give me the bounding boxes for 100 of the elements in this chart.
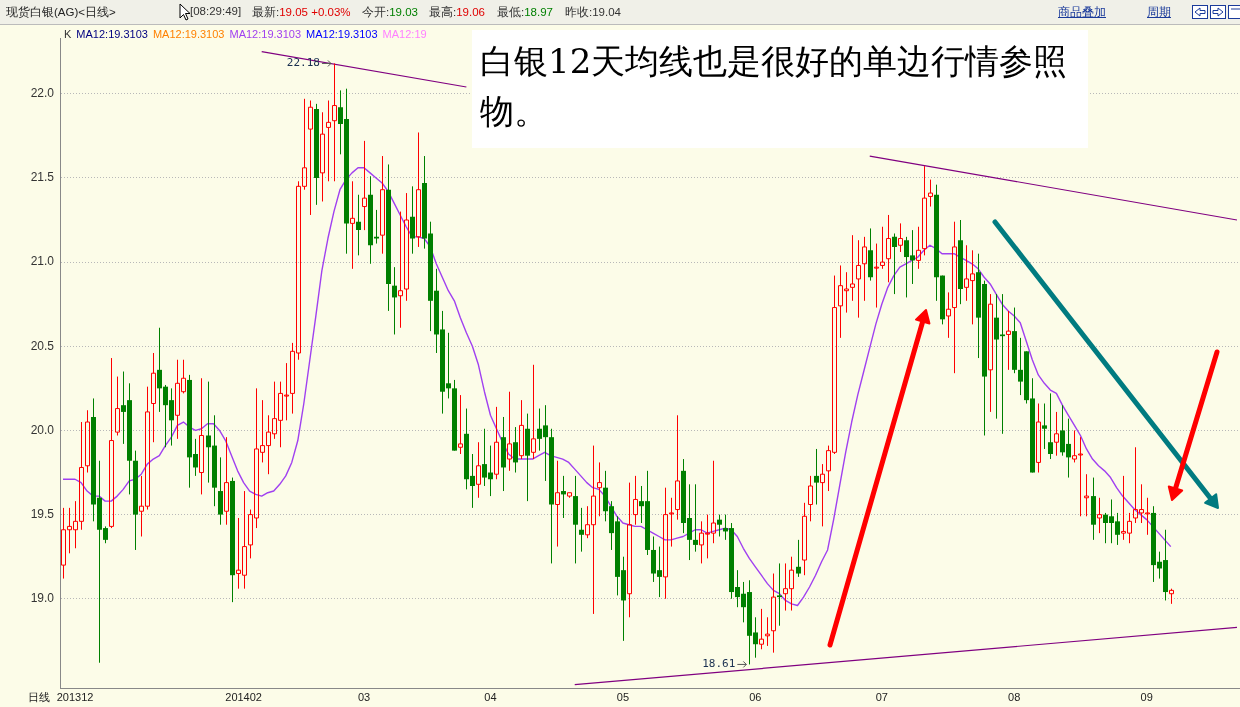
candlestick: [880, 226, 885, 270]
candlestick: [892, 232, 897, 295]
annotation: 18.61: [702, 657, 736, 671]
candlestick: [916, 226, 921, 270]
text: 最高:19.06: [429, 6, 485, 18]
x-tick-label: 08: [1008, 690, 1021, 703]
candlestick: [814, 448, 819, 506]
candlestick: [796, 539, 801, 578]
y-tick-label: 21.5: [30, 170, 55, 185]
candlestick: [1054, 411, 1059, 457]
candlestick: [946, 291, 951, 339]
candlestick: [928, 179, 933, 208]
text: 周期: [1147, 5, 1171, 20]
candlestick: [771, 573, 776, 654]
x-tick-label: 201402: [225, 690, 262, 703]
candlestick: [1169, 588, 1174, 605]
candlestick: [627, 482, 632, 618]
candlestick: [693, 483, 698, 553]
x-tick-label: 201312: [56, 690, 94, 703]
candlestick: [199, 377, 204, 495]
candlestick: [555, 460, 560, 548]
candlestick: [802, 502, 807, 576]
candlestick: [320, 111, 325, 202]
candlestick: [952, 221, 957, 374]
chart-title: 现货白银(AG)<日线>: [6, 5, 116, 20]
candlestick: [579, 507, 584, 553]
text: [08:29:49]: [190, 5, 242, 17]
candlestick: [513, 426, 518, 474]
candlestick: [404, 192, 409, 302]
y-tick-label: 22.0: [30, 86, 55, 101]
candlestick: [458, 394, 463, 455]
candlestick: [633, 475, 638, 526]
candlestick: [922, 165, 927, 256]
y-tick-label: 20.5: [30, 338, 55, 353]
annotation: K: [64, 28, 72, 40]
text: 最新:19.05 +0.03%: [252, 6, 351, 18]
candlestick: [1006, 310, 1011, 371]
candlestick: [416, 131, 421, 248]
candlestick: [1084, 473, 1089, 517]
candlestick: [820, 463, 825, 527]
candlestick: [759, 608, 764, 650]
candlestick: [988, 293, 993, 413]
x-tick-label: 07: [875, 690, 888, 703]
text: 日线: [28, 690, 50, 705]
annotation: MA12:19: [382, 28, 427, 40]
candlestick: [350, 180, 355, 270]
candlestick: [874, 243, 879, 309]
x-tick-label: 03: [357, 690, 371, 703]
candlestick: [410, 185, 415, 255]
candlestick: [115, 376, 120, 436]
text: 昨收:19.04: [565, 6, 621, 18]
text: MA12:19.3103: [229, 28, 302, 40]
candlestick: [398, 211, 403, 329]
candlestick: [224, 436, 229, 526]
annotation: MA12:19.3103: [306, 28, 378, 40]
candlestick: [808, 475, 813, 522]
candlestick: [675, 414, 680, 521]
candlestick: [332, 62, 337, 182]
candlestick: [308, 99, 313, 216]
annotation: 白银12天均线也是很好的单边行情参照物。: [472, 30, 1088, 148]
candlestick: [765, 616, 770, 647]
candlestick: [326, 99, 331, 182]
candlestick: [218, 456, 223, 526]
candlestick: [494, 406, 499, 480]
candlestick: [777, 562, 782, 627]
candlestick: [109, 357, 114, 529]
candlestick: [597, 461, 602, 517]
annotation: MA12:19.3103: [76, 28, 148, 40]
candlestick: [519, 399, 524, 460]
candlestick: [862, 236, 867, 302]
candlestick: [151, 352, 156, 443]
x-tick-label: 04: [484, 690, 497, 703]
candlestick: [717, 514, 722, 537]
candlestick: [531, 364, 536, 460]
x-tick-label: 05: [616, 690, 630, 703]
y-tick-label: 20.0: [30, 422, 55, 437]
x-tick-label: 06: [749, 690, 762, 703]
x-tick-label: 09: [1140, 690, 1153, 703]
annotation: MA12:19.3103: [152, 28, 225, 40]
y-tick-label: 19.5: [30, 506, 55, 521]
text: 今开:19.03: [362, 6, 418, 18]
y-tick-label: 19.0: [30, 591, 55, 606]
candlestick: [850, 234, 855, 302]
y-tick-label: 21.0: [30, 254, 55, 269]
candlestick: [85, 409, 90, 474]
candlestick: [356, 194, 361, 256]
candlestick: [1048, 392, 1053, 460]
candlestick: [362, 140, 367, 231]
text: 商品叠加: [1058, 5, 1106, 20]
candlestick: [886, 214, 891, 283]
candlestick: [1036, 403, 1041, 474]
candlestick: [392, 266, 397, 335]
candlestick: [476, 441, 481, 499]
candlestick: [1042, 403, 1047, 450]
candlestick: [507, 391, 512, 472]
candlestick: [380, 155, 385, 255]
text: 最低:18.97: [497, 6, 553, 18]
candlestick: [1097, 497, 1102, 534]
annotation: 22.18: [286, 56, 320, 70]
candlestick: [856, 239, 861, 319]
